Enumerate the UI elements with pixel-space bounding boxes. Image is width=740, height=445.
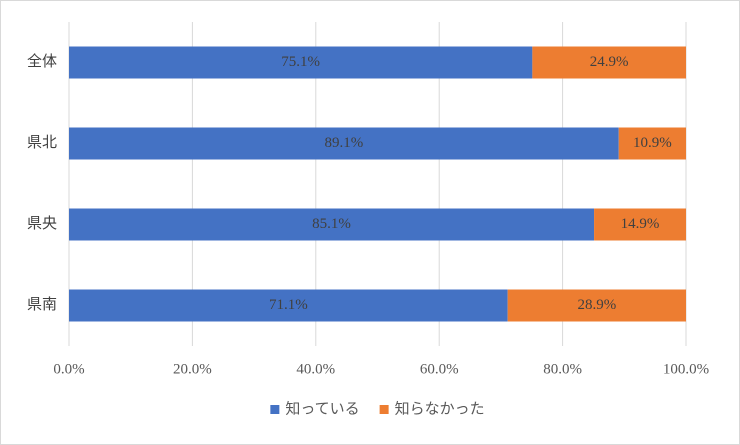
bar-segment xyxy=(618,127,686,160)
legend-label: 知らなかった xyxy=(395,400,485,417)
y-tick-label: 県北 xyxy=(27,134,57,151)
data-label: 10.9% xyxy=(633,135,672,151)
x-tick-label: 80.0% xyxy=(543,361,582,377)
bar-segment xyxy=(69,127,619,160)
data-label: 71.1% xyxy=(269,297,308,313)
bar-segment xyxy=(69,208,595,241)
x-tick-label: 100.0% xyxy=(663,361,709,377)
bars xyxy=(69,46,686,322)
bar-segment xyxy=(69,46,533,79)
data-label: 89.1% xyxy=(324,135,363,151)
data-label: 24.9% xyxy=(590,54,629,70)
data-label: 14.9% xyxy=(621,216,660,232)
bar-segment xyxy=(594,208,686,241)
bar-segment xyxy=(507,289,686,322)
legend-swatch xyxy=(270,405,280,414)
x-tick-label: 60.0% xyxy=(420,361,459,377)
legend-swatch xyxy=(379,405,389,414)
labels: 0.0% 20.0% 40.0% 60.0% 80.0% 100.0% 全体 75.1% 24.… xyxy=(27,52,709,418)
x-tick-label: 40.0% xyxy=(296,361,335,377)
y-tick-label: 県南 xyxy=(27,296,57,313)
bar-segment xyxy=(69,289,508,322)
x-tick-label: 20.0% xyxy=(173,361,212,377)
y-tick-label: 全体 xyxy=(27,52,57,70)
legend-label: 知っている xyxy=(285,400,359,417)
y-tick-label: 県央 xyxy=(27,215,57,232)
data-label: 75.1% xyxy=(281,54,320,70)
data-label: 28.9% xyxy=(577,297,616,313)
bar-segment xyxy=(532,46,686,79)
x-tick-label: 0.0% xyxy=(53,361,84,377)
data-label: 85.1% xyxy=(312,216,351,232)
